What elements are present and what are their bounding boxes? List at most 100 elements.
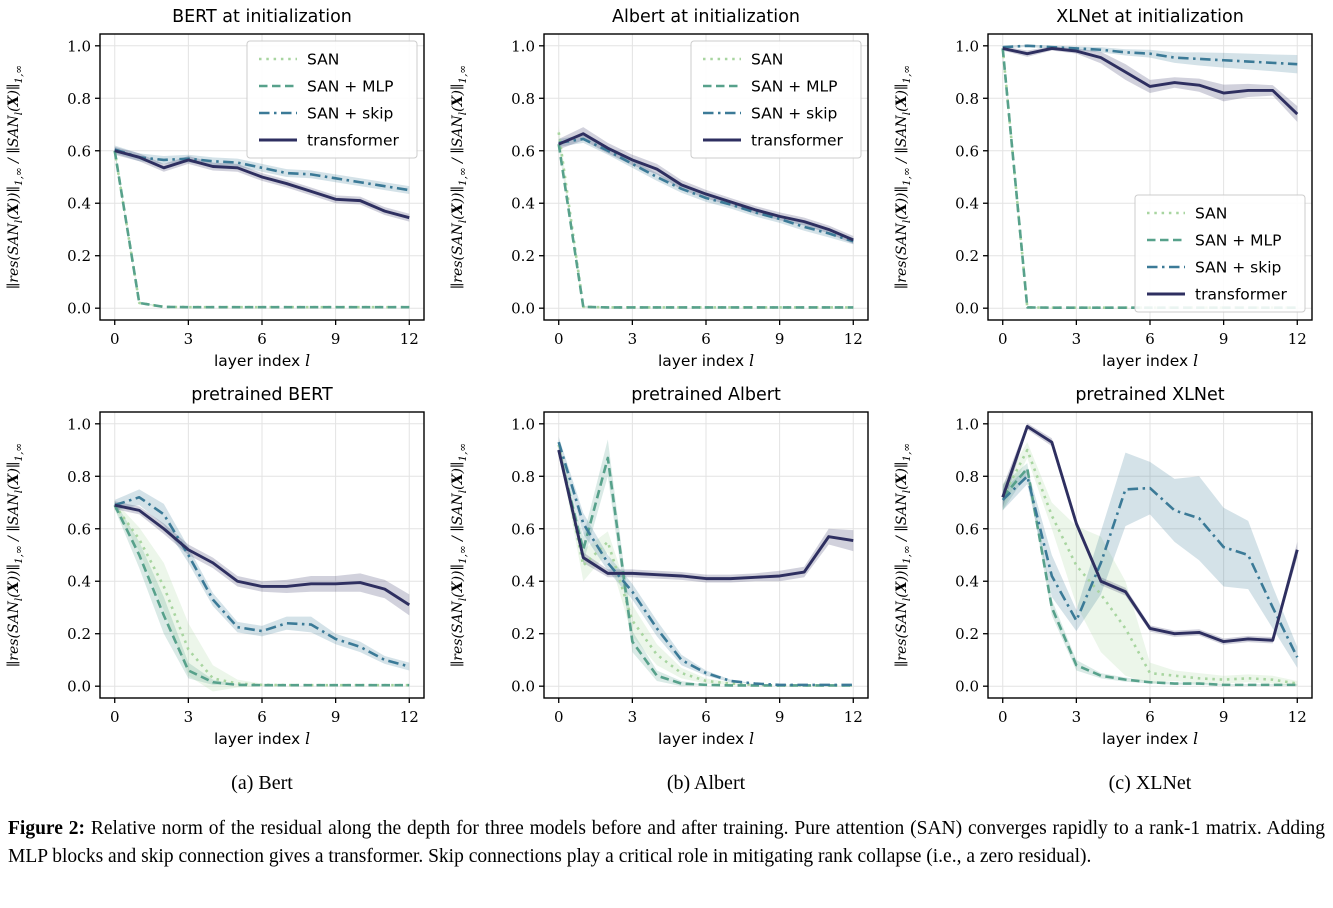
svg-text:0: 0 xyxy=(554,330,564,348)
x-ticks: 0 3 6 9 12 xyxy=(554,320,863,348)
svg-text:12: 12 xyxy=(1288,708,1307,726)
svg-text:0.4: 0.4 xyxy=(67,195,91,213)
svg-text:6: 6 xyxy=(257,330,267,348)
chart-title: pretrained BERT xyxy=(191,385,333,405)
series-band-transformer xyxy=(1002,46,1298,122)
legend-label-san-mlp: SAN + MLP xyxy=(307,78,394,96)
y-ticks: 0.0 0.2 0.4 0.6 0.8 1.0 xyxy=(511,415,544,696)
x-ticks: 0 3 6 9 12 xyxy=(554,698,863,726)
x-ticks: 0 3 6 9 12 xyxy=(998,320,1307,348)
legend: SAN SAN + MLP SAN + skip transformer xyxy=(1134,194,1306,313)
svg-text:3: 3 xyxy=(628,708,638,726)
plot-area xyxy=(557,436,854,687)
figure-2-page: 0 3 6 9 12 0.0 0.2 0.4 0.6 0.8 1.0 BERT at initiali… xyxy=(6,0,1325,870)
svg-text:0.6: 0.6 xyxy=(955,142,979,160)
series-band-san xyxy=(1002,442,1298,687)
legend-label-san: SAN xyxy=(751,51,783,69)
chart-title: pretrained XLNet xyxy=(1075,385,1224,405)
legend: SAN SAN + MLP SAN + skip transformer xyxy=(246,40,418,159)
y-ticks: 0.0 0.2 0.4 0.6 0.8 1.0 xyxy=(955,415,988,696)
series-band-san-skip xyxy=(114,489,410,671)
svg-text:0.8: 0.8 xyxy=(511,90,535,108)
series-band-transformer xyxy=(114,146,410,222)
figure-caption-text: Relative norm of the residual along the … xyxy=(8,818,1325,867)
svg-text:0.4: 0.4 xyxy=(955,573,979,591)
chart-svg-albert-initialization: 0 3 6 9 12 0.0 0.2 0.4 0.6 0.8 1.0 Albert at initia… xyxy=(450,7,869,370)
series-line-san-mlp xyxy=(557,144,854,309)
chart-svg-pretrained-xlnet: 0 3 6 9 12 0.0 0.2 0.4 0.6 0.8 1.0 pretrained XLNet… xyxy=(894,385,1313,748)
chart-title: pretrained Albert xyxy=(631,385,781,405)
plot-area xyxy=(557,125,854,309)
chart-svg-pretrained-albert: 0 3 6 9 12 0.0 0.2 0.4 0.6 0.8 1.0 pretrained Alber… xyxy=(450,385,869,748)
svg-text:3: 3 xyxy=(184,330,194,348)
svg-text:9: 9 xyxy=(1219,330,1229,348)
svg-text:0: 0 xyxy=(998,330,1008,348)
subcaption-a-bert: (a) Bert xyxy=(231,772,293,794)
figure-caption: Figure 2: Relative norm of the residual … xyxy=(8,815,1325,870)
svg-text:0: 0 xyxy=(554,708,564,726)
svg-text:6: 6 xyxy=(1145,708,1155,726)
y-axis-label: ∥res(SANl(X))∥1,∞ / ∥SANl(X)∥1,∞ xyxy=(894,443,913,667)
legend-label-transformer: transformer xyxy=(751,132,844,150)
series-line-san xyxy=(113,504,410,687)
svg-text:0.2: 0.2 xyxy=(67,247,91,265)
legend-label-san-skip: SAN + skip xyxy=(307,105,393,123)
y-axis-label: ∥res(SANl(X))∥1,∞ / ∥SANl(X)∥1,∞ xyxy=(894,65,913,289)
svg-text:0.4: 0.4 xyxy=(511,195,535,213)
series-line-transformer xyxy=(1001,424,1299,644)
svg-text:12: 12 xyxy=(844,330,863,348)
svg-text:0.6: 0.6 xyxy=(511,520,535,538)
x-ticks: 0 3 6 9 12 xyxy=(110,698,419,726)
svg-text:6: 6 xyxy=(701,708,711,726)
svg-text:0.0: 0.0 xyxy=(511,678,535,696)
chart-svg-bert-initialization: 0 3 6 9 12 0.0 0.2 0.4 0.6 0.8 1.0 BERT at initiali… xyxy=(6,7,425,370)
x-ticks: 0 3 6 9 12 xyxy=(110,320,419,348)
plot-area xyxy=(1001,423,1299,687)
chart-albert-initialization: 0 3 6 9 12 0.0 0.2 0.4 0.6 0.8 1.0 Albert at initia… xyxy=(444,0,888,378)
svg-text:1.0: 1.0 xyxy=(67,415,91,433)
chart-svg-pretrained-bert: 0 3 6 9 12 0.0 0.2 0.4 0.6 0.8 1.0 pretrained BERT l… xyxy=(6,385,425,748)
y-axis-label: ∥res(SANl(X))∥1,∞ / ∥SANl(X)∥1,∞ xyxy=(6,65,25,289)
chart-title: BERT at initialization xyxy=(172,7,352,27)
svg-text:1.0: 1.0 xyxy=(955,415,979,433)
legend-label-san: SAN xyxy=(307,51,339,69)
legend-label-transformer: transformer xyxy=(1195,286,1288,304)
y-axis-label: ∥res(SANl(X))∥1,∞ / ∥SANl(X)∥1,∞ xyxy=(450,443,469,667)
svg-text:0.8: 0.8 xyxy=(511,468,535,486)
svg-text:0.4: 0.4 xyxy=(67,573,91,591)
legend-label-transformer: transformer xyxy=(307,132,400,150)
svg-text:12: 12 xyxy=(844,708,863,726)
chart-title: XLNet at initialization xyxy=(1056,7,1244,27)
svg-text:3: 3 xyxy=(1072,330,1082,348)
series-band-san-skip xyxy=(1002,452,1298,668)
figure-caption-label: Figure 2: xyxy=(8,818,85,839)
series-line-transformer xyxy=(1002,46,1299,116)
series-line-transformer xyxy=(114,149,410,220)
series-line-san-skip xyxy=(558,137,854,243)
svg-text:12: 12 xyxy=(400,330,419,348)
y-ticks: 0.0 0.2 0.4 0.6 0.8 1.0 xyxy=(511,37,544,318)
svg-text:1.0: 1.0 xyxy=(67,37,91,55)
svg-text:0.2: 0.2 xyxy=(511,247,535,265)
svg-text:0.8: 0.8 xyxy=(67,90,91,108)
svg-text:0.2: 0.2 xyxy=(511,625,535,643)
svg-text:0.6: 0.6 xyxy=(955,520,979,538)
svg-text:12: 12 xyxy=(400,708,419,726)
svg-text:0.2: 0.2 xyxy=(955,247,979,265)
x-axis-label: layer index l xyxy=(658,352,754,370)
legend-label-san-mlp: SAN + MLP xyxy=(751,78,838,96)
svg-text:0: 0 xyxy=(998,708,1008,726)
svg-text:3: 3 xyxy=(628,330,638,348)
svg-text:1.0: 1.0 xyxy=(511,37,535,55)
svg-text:3: 3 xyxy=(184,708,194,726)
svg-text:6: 6 xyxy=(257,708,267,726)
series-band-san xyxy=(114,501,410,692)
svg-text:0.0: 0.0 xyxy=(67,678,91,696)
series-line-san-skip xyxy=(1001,474,1299,658)
svg-text:9: 9 xyxy=(331,708,341,726)
svg-text:0.2: 0.2 xyxy=(955,625,979,643)
svg-text:1.0: 1.0 xyxy=(511,415,535,433)
svg-text:0.0: 0.0 xyxy=(955,300,979,318)
svg-text:0.6: 0.6 xyxy=(67,142,91,160)
svg-text:0.8: 0.8 xyxy=(955,90,979,108)
